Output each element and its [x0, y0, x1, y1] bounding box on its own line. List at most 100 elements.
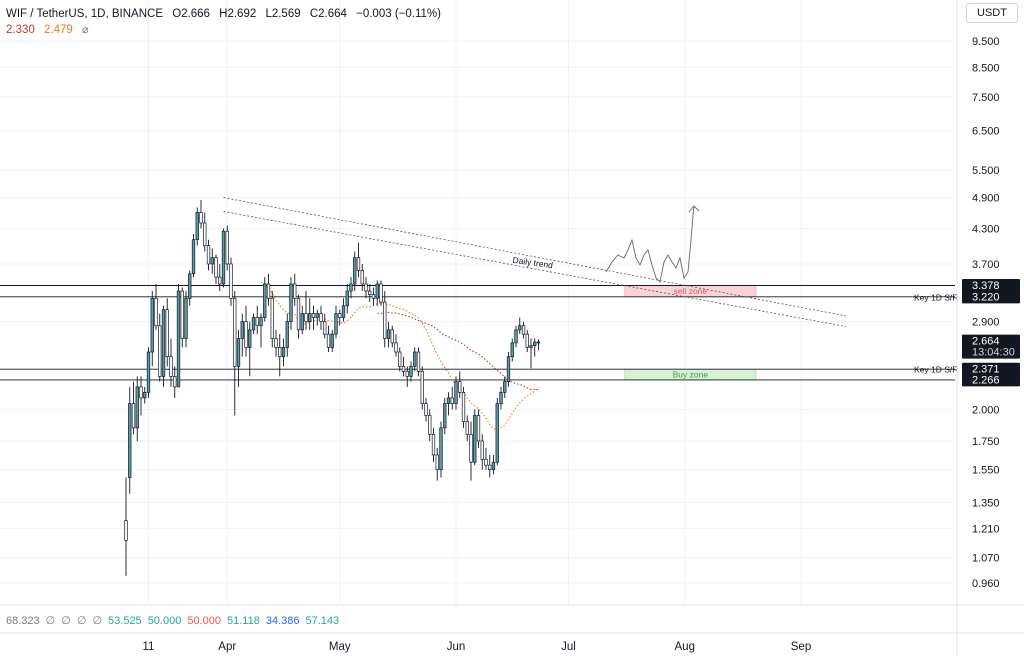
candle-body: [469, 434, 473, 463]
price-tag-text: 2.371: [972, 364, 1000, 376]
candle-body: [315, 313, 319, 318]
candle-body: [199, 212, 203, 224]
candle-body: [529, 345, 533, 348]
indicator-values: 68.323 ∅ ∅ ∅ ∅ 53.525 50.000 50.000 51.118 34.386…: [6, 614, 345, 628]
projection-sketch: [605, 205, 700, 283]
candle-body: [435, 454, 439, 471]
ma-values: 2.330 2.479 ⌀: [6, 22, 89, 38]
price-tag-bg: [962, 279, 1020, 293]
indicator-value: 68.323: [6, 615, 40, 627]
ma-slow-line: [377, 311, 539, 391]
candle-body: [398, 351, 402, 367]
candle-body: [255, 317, 259, 327]
candle-body: [491, 461, 496, 471]
candle-body: [383, 301, 387, 339]
countdown-text: 13:04:30: [972, 347, 1015, 359]
indicator-value: 51.118: [227, 615, 260, 627]
candle-body: [533, 341, 537, 346]
candle-body: [184, 297, 188, 339]
y-tick-label: 1.070: [972, 552, 1000, 564]
candle-body: [233, 297, 237, 367]
candle-body: [495, 403, 499, 463]
candle-body: [146, 351, 151, 393]
candle-body: [394, 342, 398, 353]
buy-zone-label: Buy zone: [673, 370, 709, 380]
candle-body: [420, 370, 424, 404]
candle-body: [274, 338, 278, 348]
candle-body: [349, 283, 353, 292]
candle-body: [371, 294, 376, 299]
candle-body: [360, 270, 364, 285]
candle-body: [128, 403, 132, 478]
candle-body: [428, 415, 432, 435]
candle-body: [158, 325, 162, 377]
candle-body: [263, 283, 267, 318]
candle-body: [514, 329, 518, 344]
candle-body: [259, 317, 263, 327]
y-tick-label: 1.350: [972, 497, 1000, 509]
y-tick-label: 9.500: [972, 36, 1000, 48]
sell-zone-label: sell zone: [674, 286, 708, 296]
y-tick-label: 0.960: [972, 578, 1000, 590]
price-axis: 9.500 8.500 7.500 6.500 5.500 4.900 4.300 3.700…: [956, 0, 1020, 656]
candle-body: [431, 434, 436, 456]
eye-off-icon[interactable]: ⌀: [81, 24, 89, 36]
open-label: O: [172, 8, 182, 20]
candle-body: [251, 317, 256, 331]
candle-body: [536, 341, 541, 344]
candle-body: [203, 222, 207, 246]
candle-body: [446, 397, 451, 404]
candle-body: [409, 365, 413, 377]
sketch-path: [605, 205, 695, 283]
candle-body: [240, 321, 244, 339]
candle-body: [401, 365, 406, 372]
moving-averages: [260, 282, 539, 430]
trendlines: Daily trend: [223, 197, 847, 327]
candle-body: [341, 305, 346, 318]
symbol-title[interactable]: WIF / TetherUS, 1D, BINANCE: [6, 8, 163, 20]
candle-body: [454, 381, 458, 404]
candle-body: [356, 257, 361, 271]
x-tick-label: Jul: [561, 641, 576, 653]
price-tag-text: 3.378: [972, 280, 1000, 292]
indicator-value: ∅: [92, 615, 103, 627]
candle-body: [278, 347, 282, 358]
candle-body: [296, 297, 301, 331]
y-tick-label: 7.500: [972, 92, 1000, 104]
candle-body: [176, 290, 181, 388]
sketch-arrow-icon: [688, 205, 700, 213]
candle-body: [289, 283, 293, 322]
candle-body: [225, 230, 229, 265]
candle-body: [405, 370, 409, 377]
price-tag-text: 2.664: [972, 336, 1000, 348]
candle-body: [195, 212, 199, 241]
candle-body: [311, 313, 316, 318]
price-tag-bg: [962, 290, 1020, 304]
candle-body: [379, 283, 383, 303]
candle-body: [244, 321, 248, 348]
low-label: L: [265, 8, 272, 20]
candle-body: [503, 381, 507, 393]
candle-body: [236, 338, 241, 367]
candle-body: [330, 333, 334, 348]
candle-body: [143, 391, 147, 399]
key-level-label: Key 1D S/R: [914, 292, 958, 302]
candle-body: [188, 273, 192, 299]
candle-body: [270, 297, 274, 339]
currency-button[interactable]: USDT: [966, 3, 1018, 23]
candle-body: [210, 257, 214, 265]
candle-body: [124, 520, 128, 541]
indicator-value: ∅: [61, 615, 71, 627]
key-level-label: Key 1D S/R: [914, 365, 958, 375]
candle-body: [308, 313, 312, 322]
indicator-value: ∅: [76, 615, 87, 627]
candle-body: [473, 415, 477, 463]
ma2-value: 2.479: [43, 24, 73, 36]
candle-body: [443, 403, 447, 429]
x-tick-label: May: [329, 641, 351, 653]
candle-body: [368, 290, 372, 295]
close-label: C: [309, 8, 319, 20]
candle-body: [521, 325, 526, 335]
candle-body: [506, 356, 511, 382]
